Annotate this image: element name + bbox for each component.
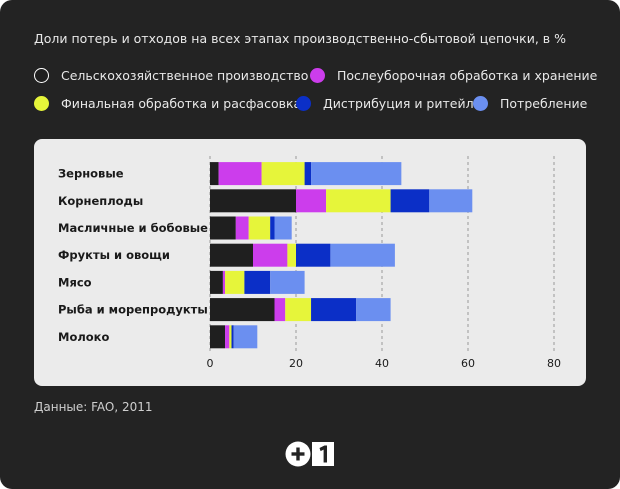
bar-segment <box>311 298 357 322</box>
bar-segment <box>296 243 331 267</box>
legend-label: Потребление <box>500 96 588 111</box>
logo-icon <box>285 441 334 467</box>
bar-segment <box>229 325 232 349</box>
bar-segment <box>210 216 236 240</box>
bar-segment <box>210 189 296 213</box>
x-tick-label: 20 <box>289 357 303 370</box>
bar-segment <box>330 243 395 267</box>
bar-segment <box>210 298 275 322</box>
legend-item-distribution: Дистрибуция и ритейл <box>296 96 474 111</box>
bar-segment <box>235 216 249 240</box>
bar-segment <box>270 270 305 294</box>
legend-dot-icon <box>34 68 49 83</box>
bar-segment <box>210 243 253 267</box>
x-tick-label: 60 <box>461 357 475 370</box>
bar-segment <box>311 162 402 186</box>
bar-segment <box>429 189 473 213</box>
bar-segment <box>248 216 271 240</box>
plot-area: Зерновые Корнеплоды Масличные и бобовые Фру… <box>34 139 586 386</box>
bar-segment <box>270 216 275 240</box>
x-tick-label: 40 <box>375 357 389 370</box>
category-label: Молоко <box>58 330 109 344</box>
bar-segment <box>225 325 230 349</box>
bar-segment <box>225 270 245 294</box>
bar-segment <box>222 270 226 294</box>
legend-label: Дистрибуция и ритейл <box>323 96 474 111</box>
legend-dot-icon <box>310 68 325 83</box>
source-note: Данные: FAO, 2011 <box>34 400 153 414</box>
category-label: Зерновые <box>58 167 124 181</box>
legend-dot-icon <box>34 96 49 111</box>
category-label: Рыба и морепродукты <box>58 303 208 317</box>
bar-segment <box>296 189 327 213</box>
category-label: Масличные и бобовые <box>58 221 208 235</box>
bar-segment <box>356 298 391 322</box>
chart-title: Доли потерь и отходов на всех этапах про… <box>34 31 567 46</box>
legend-item-agriculture: Сельскохозяйственное производство <box>34 68 308 83</box>
legend-item-processing: Финальная обработка и расфасовка <box>34 96 301 111</box>
legend-label: Сельскохозяйственное производство <box>61 68 309 83</box>
bar-chart: Зерновые Корнеплоды Масличные и бобовые Фру… <box>58 156 561 370</box>
bar-segment <box>285 298 312 322</box>
bar-segment <box>304 162 312 186</box>
bar-segment <box>326 189 391 213</box>
x-tick-label: 80 <box>547 357 561 370</box>
bar-segment <box>287 243 296 267</box>
bar-segment <box>233 325 258 349</box>
legend-item-postharvest: Послеуборочная обработка и хранение <box>310 68 597 83</box>
bar-segment <box>274 298 286 322</box>
category-label: Мясо <box>58 275 92 289</box>
bar-segment <box>210 162 219 186</box>
bar-segment <box>253 243 288 267</box>
bar-segment <box>390 189 430 213</box>
bar-segment <box>274 216 292 240</box>
bar-segment <box>231 325 234 349</box>
legend-label: Финальная обработка и расфасовка <box>61 96 302 111</box>
legend-label: Послеуборочная обработка и хранение <box>337 68 598 83</box>
bar-segment <box>210 325 226 349</box>
legend-item-consumption: Потребление <box>473 96 587 111</box>
category-label: Фрукты и овощи <box>58 248 170 262</box>
category-label: Корнеплоды <box>58 194 143 208</box>
legend-dot-icon <box>296 96 311 111</box>
x-tick-label: 0 <box>207 357 214 370</box>
bar-segment <box>244 270 271 294</box>
bar-segment <box>218 162 262 186</box>
bar-segment <box>210 270 223 294</box>
legend-dot-icon <box>473 96 488 111</box>
bar-segment <box>261 162 305 186</box>
